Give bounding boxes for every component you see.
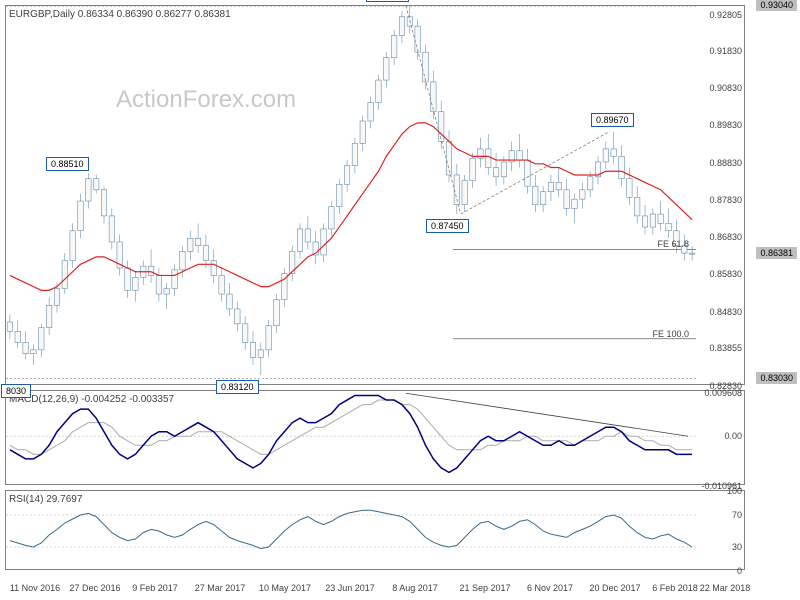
y-tick: 0.89830 [709, 120, 742, 130]
x-tick: 23 Jun 2017 [325, 583, 375, 593]
macd-svg [6, 391, 696, 486]
x-tick: 8 Aug 2017 [392, 583, 438, 593]
y-tick: 0.92805 [709, 10, 742, 20]
x-tick: 10 May 2017 [259, 583, 311, 593]
main-y-axis: 0.828300.838550.848300.858300.868300.878… [694, 6, 744, 384]
price-label: 0.83120 [216, 380, 259, 394]
x-tick: 22 Mar 2018 [700, 583, 751, 593]
price-label: 0.88510 [46, 157, 89, 171]
x-tick: 11 Nov 2016 [10, 583, 60, 593]
y-tick: 0.85830 [709, 269, 742, 279]
macd-y-axis: -0.0109610.000.009608 [694, 391, 744, 484]
y-tick: 0.88830 [709, 158, 742, 168]
y-tick: 0.00 [724, 431, 742, 441]
price-label: 0.93050 [366, 0, 409, 2]
price-label: 0.87450 [426, 219, 469, 233]
y-tick: 0.90830 [709, 83, 742, 93]
x-tick: 27 Dec 2016 [69, 583, 120, 593]
y-tick: 0.84830 [709, 307, 742, 317]
x-axis: 11 Nov 2016 27 Dec 2016 9 Feb 2017 27 Mar 2… [5, 583, 745, 598]
price-badge: 0.93040 [756, 0, 797, 11]
rsi-title: RSI(14) 29.7697 [9, 494, 82, 505]
price-label: 0.89670 [591, 113, 634, 127]
y-tick: 100 [727, 486, 742, 496]
x-tick: 6 Feb 2018 [652, 583, 698, 593]
macd-chart[interactable]: MACD(12,26,9) -0.004252 -0.003357 -0.010… [5, 390, 745, 485]
y-tick: 0.87830 [709, 195, 742, 205]
rsi-svg [6, 491, 696, 571]
x-tick: 9 Feb 2017 [132, 583, 178, 593]
y-tick: 0.83855 [709, 343, 742, 353]
fe-label: FE 61.8 [657, 239, 689, 249]
y-tick: 30 [732, 542, 742, 552]
y-tick: 0 [737, 566, 742, 576]
x-tick: 27 Mar 2017 [195, 583, 246, 593]
y-tick: 0.91830 [709, 46, 742, 56]
price-label: 8030 [1, 384, 31, 398]
x-tick: 21 Sep 2017 [459, 583, 510, 593]
y-tick: 0.009608 [704, 388, 742, 398]
fe-label: FE 100.0 [652, 329, 689, 339]
rsi-chart[interactable]: RSI(14) 29.7697 03070100 [5, 490, 745, 570]
rsi-y-axis: 03070100 [694, 491, 744, 569]
y-tick: 70 [732, 510, 742, 520]
macd-title: MACD(12,26,9) -0.004252 -0.003357 [9, 394, 174, 405]
x-tick: 20 Dec 2017 [589, 583, 640, 593]
price-badge: 0.83030 [756, 372, 797, 384]
chart-title: EURGBP,Daily 0.86334 0.86390 0.86277 0.8… [9, 9, 231, 20]
price-svg [6, 6, 696, 386]
y-tick: 0.86830 [709, 232, 742, 242]
main-price-chart[interactable]: EURGBP,Daily 0.86334 0.86390 0.86277 0.8… [5, 5, 745, 385]
price-badge: 0.86381 [756, 247, 797, 259]
x-tick: 6 Nov 2017 [527, 583, 573, 593]
